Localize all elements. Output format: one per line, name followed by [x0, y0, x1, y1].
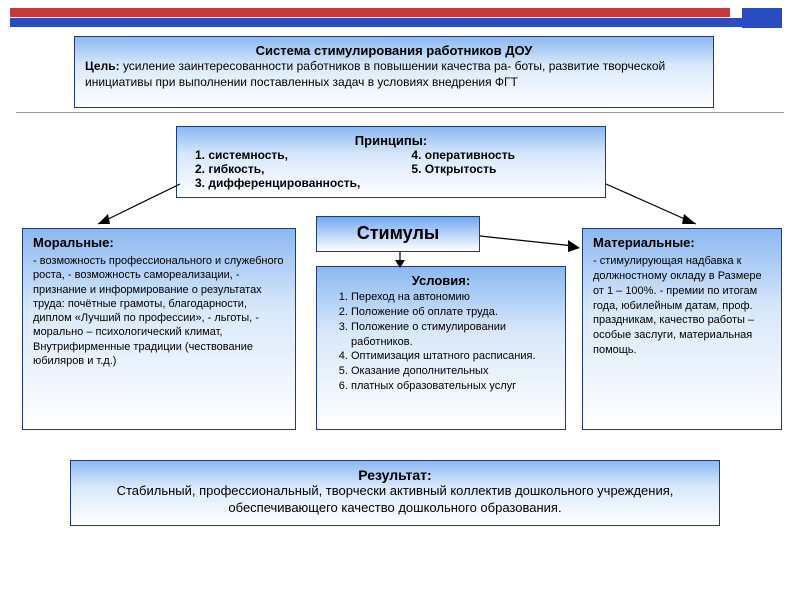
- header-goal: Цель: усиление заинтересованности работн…: [85, 58, 703, 90]
- goal-label: Цель:: [85, 59, 120, 73]
- condition-item: Положение об оплате труда.: [351, 305, 555, 320]
- principles-right: 4. оперативность 5. Открытость: [411, 148, 595, 190]
- result-title: Результат:: [81, 467, 709, 483]
- divider: [16, 112, 784, 113]
- conditions-list: Переход на автономию Положение об оплате…: [327, 290, 555, 394]
- header-box: Система стимулирования работников ДОУ Це…: [74, 36, 714, 108]
- condition-item: платных образовательных услуг: [351, 379, 555, 394]
- principles-left: системность, гибкость, дифференцированно…: [187, 148, 411, 190]
- arrow-stimuli-to-material-2: [478, 228, 588, 258]
- principle-item: гибкость,: [195, 162, 411, 176]
- result-body: Стабильный, профессиональный, творчески …: [81, 483, 709, 517]
- condition-item: Оптимизация штатного расписания.: [351, 349, 555, 364]
- principle-item: дифференцированность,: [195, 176, 411, 190]
- material-title: Материальные:: [593, 235, 771, 250]
- conditions-title: Условия:: [327, 273, 555, 288]
- bar-red: [10, 8, 730, 17]
- stimuli-box: Стимулы: [316, 216, 480, 252]
- material-body: - стимулирующая надбавка к должностному …: [593, 254, 771, 358]
- bar-blue: [10, 18, 750, 27]
- condition-item: Оказание дополнительных: [351, 364, 555, 379]
- header-title: Система стимулирования работников ДОУ: [85, 43, 703, 58]
- moral-title: Моральные:: [33, 235, 285, 250]
- conditions-box: Условия: Переход на автономию Положение …: [316, 266, 566, 430]
- principle-item: 4. оперативность: [411, 148, 595, 162]
- moral-box: Моральные: - возможность профессионально…: [22, 228, 296, 430]
- bar-block: [742, 8, 782, 28]
- principle-item: 5. Открытость: [411, 162, 595, 176]
- goal-text: усиление заинтересованности работников в…: [85, 59, 665, 89]
- decorative-bars: [0, 8, 800, 30]
- principles-title: Принципы:: [187, 133, 595, 148]
- stimuli-label: Стимулы: [357, 223, 440, 243]
- condition-item: Переход на автономию: [351, 290, 555, 305]
- result-box: Результат: Стабильный, профессиональный,…: [70, 460, 720, 526]
- moral-body: - возможность профессионального и служеб…: [33, 254, 285, 368]
- principle-item: системность,: [195, 148, 411, 162]
- condition-item: Положение о стимулировании работников.: [351, 320, 555, 350]
- material-box: Материальные: - стимулирующая надбавка к…: [582, 228, 782, 430]
- principles-box: Принципы: системность, гибкость, диффере…: [176, 126, 606, 198]
